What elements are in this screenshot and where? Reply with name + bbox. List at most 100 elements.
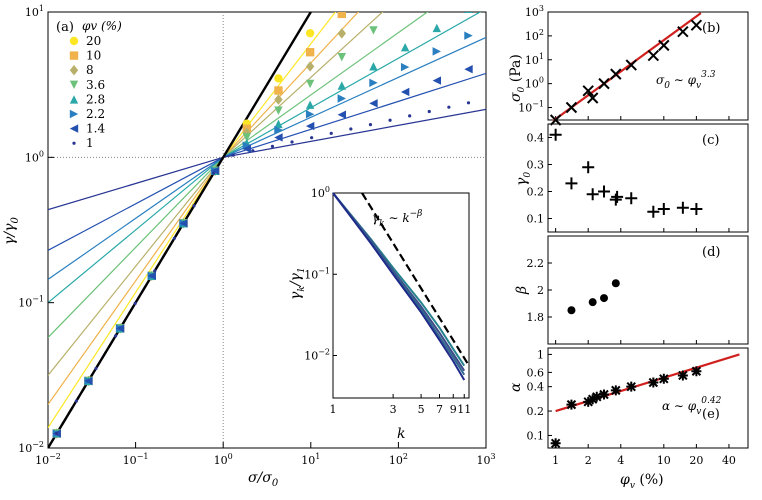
panel-b-point (586, 92, 599, 104)
data-point-2.2 (337, 94, 346, 103)
data-point-1 (329, 131, 333, 135)
fit-line-2.8 (48, 156, 224, 304)
legend-label-1: 1 (86, 136, 94, 150)
panel-e-point (599, 389, 610, 400)
inset-series-3 (332, 192, 466, 381)
data-point-3.6 (305, 79, 315, 89)
panel-c-ytick-label: 0.1 (527, 213, 545, 226)
panel-a-xtick-label: 102 (389, 452, 408, 467)
data-point-1.4 (147, 271, 156, 281)
data-point-1.4 (337, 110, 346, 119)
panel-b-point (610, 68, 622, 80)
panel-e-ytick-label: 0.6 (527, 366, 545, 379)
panel-d-ytick-label: 2 (537, 284, 544, 297)
data-point-1 (388, 118, 392, 122)
fit-line-1.4 (48, 156, 224, 251)
panel-b-point (582, 85, 594, 97)
inset-xtick-label: 1 (330, 403, 337, 416)
legend-label-20: 20 (86, 34, 101, 48)
data-point-1 (192, 204, 196, 208)
data-point-20 (274, 74, 283, 83)
data-point-20 (305, 28, 315, 38)
data-point-2.2 (432, 47, 442, 56)
panel-a-label: (a) (56, 20, 74, 35)
fit-line-8-high (222, 12, 384, 158)
inset-axes (332, 192, 470, 399)
panel-c-axes (547, 123, 749, 233)
data-point-1 (212, 171, 216, 175)
data-point-3.6 (274, 106, 283, 115)
inset-ytick-label: 10−2 (304, 348, 330, 363)
data-point-2.2 (274, 125, 283, 135)
panel-b-point (677, 25, 689, 38)
fit-line-1-high (223, 108, 486, 158)
data-point-8 (274, 94, 283, 105)
panel-c-ytick-label: 0.4 (527, 132, 545, 145)
panel-b-point (565, 101, 578, 114)
panel-b-ytick-label: 100 (525, 76, 544, 91)
panel-b-ytick-label: 103 (525, 4, 544, 19)
data-point-1 (74, 399, 78, 403)
data-point-2.2 (242, 141, 251, 150)
panel-e-point (587, 394, 598, 405)
panel-a-axes (47, 11, 487, 449)
data-point-1.4 (369, 99, 378, 108)
panel-d: 1.8 2 2.2 (d) β (514, 235, 749, 345)
fit-line-2.2-high (222, 36, 486, 158)
panel-e-point (658, 373, 669, 384)
panel-c-point (657, 203, 670, 216)
legend-label-3.6: 3.6 (86, 78, 105, 92)
panel-c: 0.1 0.2 0.3 0.4 (c) γ0 (514, 123, 749, 233)
panel-a-ytick-label: 100 (25, 149, 44, 164)
data-point-2.2 (400, 62, 410, 72)
fit-line-2.8-high (222, 12, 482, 158)
linear-regime-line (53, 189, 205, 438)
inset-xtick-label: 9 (450, 403, 457, 416)
inset-xtick-label: 11 (457, 403, 471, 416)
panel-e-ytick-label: 1 (537, 348, 544, 361)
inset: 1 3 5 7 9 11 10−2 10−1 100 k γk/γ1 γk ∼ k−β (288, 185, 471, 442)
data-point-2.8 (432, 23, 442, 33)
data-point-1.4 (305, 121, 315, 131)
panel-c-point (676, 201, 689, 214)
data-point-1 (408, 114, 412, 118)
panel-a-xlabel: σ/σ0 (248, 470, 279, 489)
panel-b-ytick-label: 102 (525, 28, 544, 43)
panel-a-ytick-label: 101 (25, 4, 44, 19)
panel-a-ytick-label: 10−1 (18, 295, 44, 310)
data-point-10 (274, 86, 283, 95)
panel-e-xtick-label: 4 (617, 454, 624, 467)
panel-e-xtick-label: 10 (657, 454, 671, 467)
legend-marker-1.4 (69, 124, 79, 133)
fit-line-1.4-high (223, 72, 486, 158)
panel-e-xlabel: φv (%) (620, 472, 664, 491)
panel-e-point (626, 381, 637, 392)
panel-e-point (550, 438, 561, 449)
data-point-1 (427, 109, 431, 114)
data-point-1 (172, 236, 176, 240)
panel-c-point (598, 185, 611, 198)
fit-line-3.6-high (222, 12, 429, 158)
panel-c-point (690, 203, 703, 216)
panel-e-ytick-label: 0.1 (527, 429, 545, 442)
legend-marker-1 (72, 141, 76, 145)
fit-line-10-high (222, 12, 359, 158)
inset-xtick-label: 5 (418, 403, 425, 416)
data-point-1.4 (84, 376, 93, 386)
panel-d-ytick-label: 1.8 (527, 311, 545, 324)
inset-ytick-label: 100 (311, 185, 330, 200)
data-point-1.4 (179, 219, 188, 228)
panel-d-label: (d) (702, 245, 720, 260)
data-point-2.8 (464, 12, 473, 14)
inset-xlabel: k (397, 426, 405, 442)
legend-marker-2.8 (69, 95, 79, 104)
panel-e-xtick-label: 2 (585, 454, 592, 467)
panel-a-xtick-label: 103 (476, 452, 495, 467)
data-point-8 (337, 28, 346, 39)
data-point-2.8 (305, 100, 315, 109)
panel-d-point (600, 294, 609, 303)
panel-e-point (583, 396, 594, 407)
data-point-1 (310, 136, 314, 140)
data-point-1 (290, 140, 294, 144)
data-point-2.8 (369, 62, 378, 71)
